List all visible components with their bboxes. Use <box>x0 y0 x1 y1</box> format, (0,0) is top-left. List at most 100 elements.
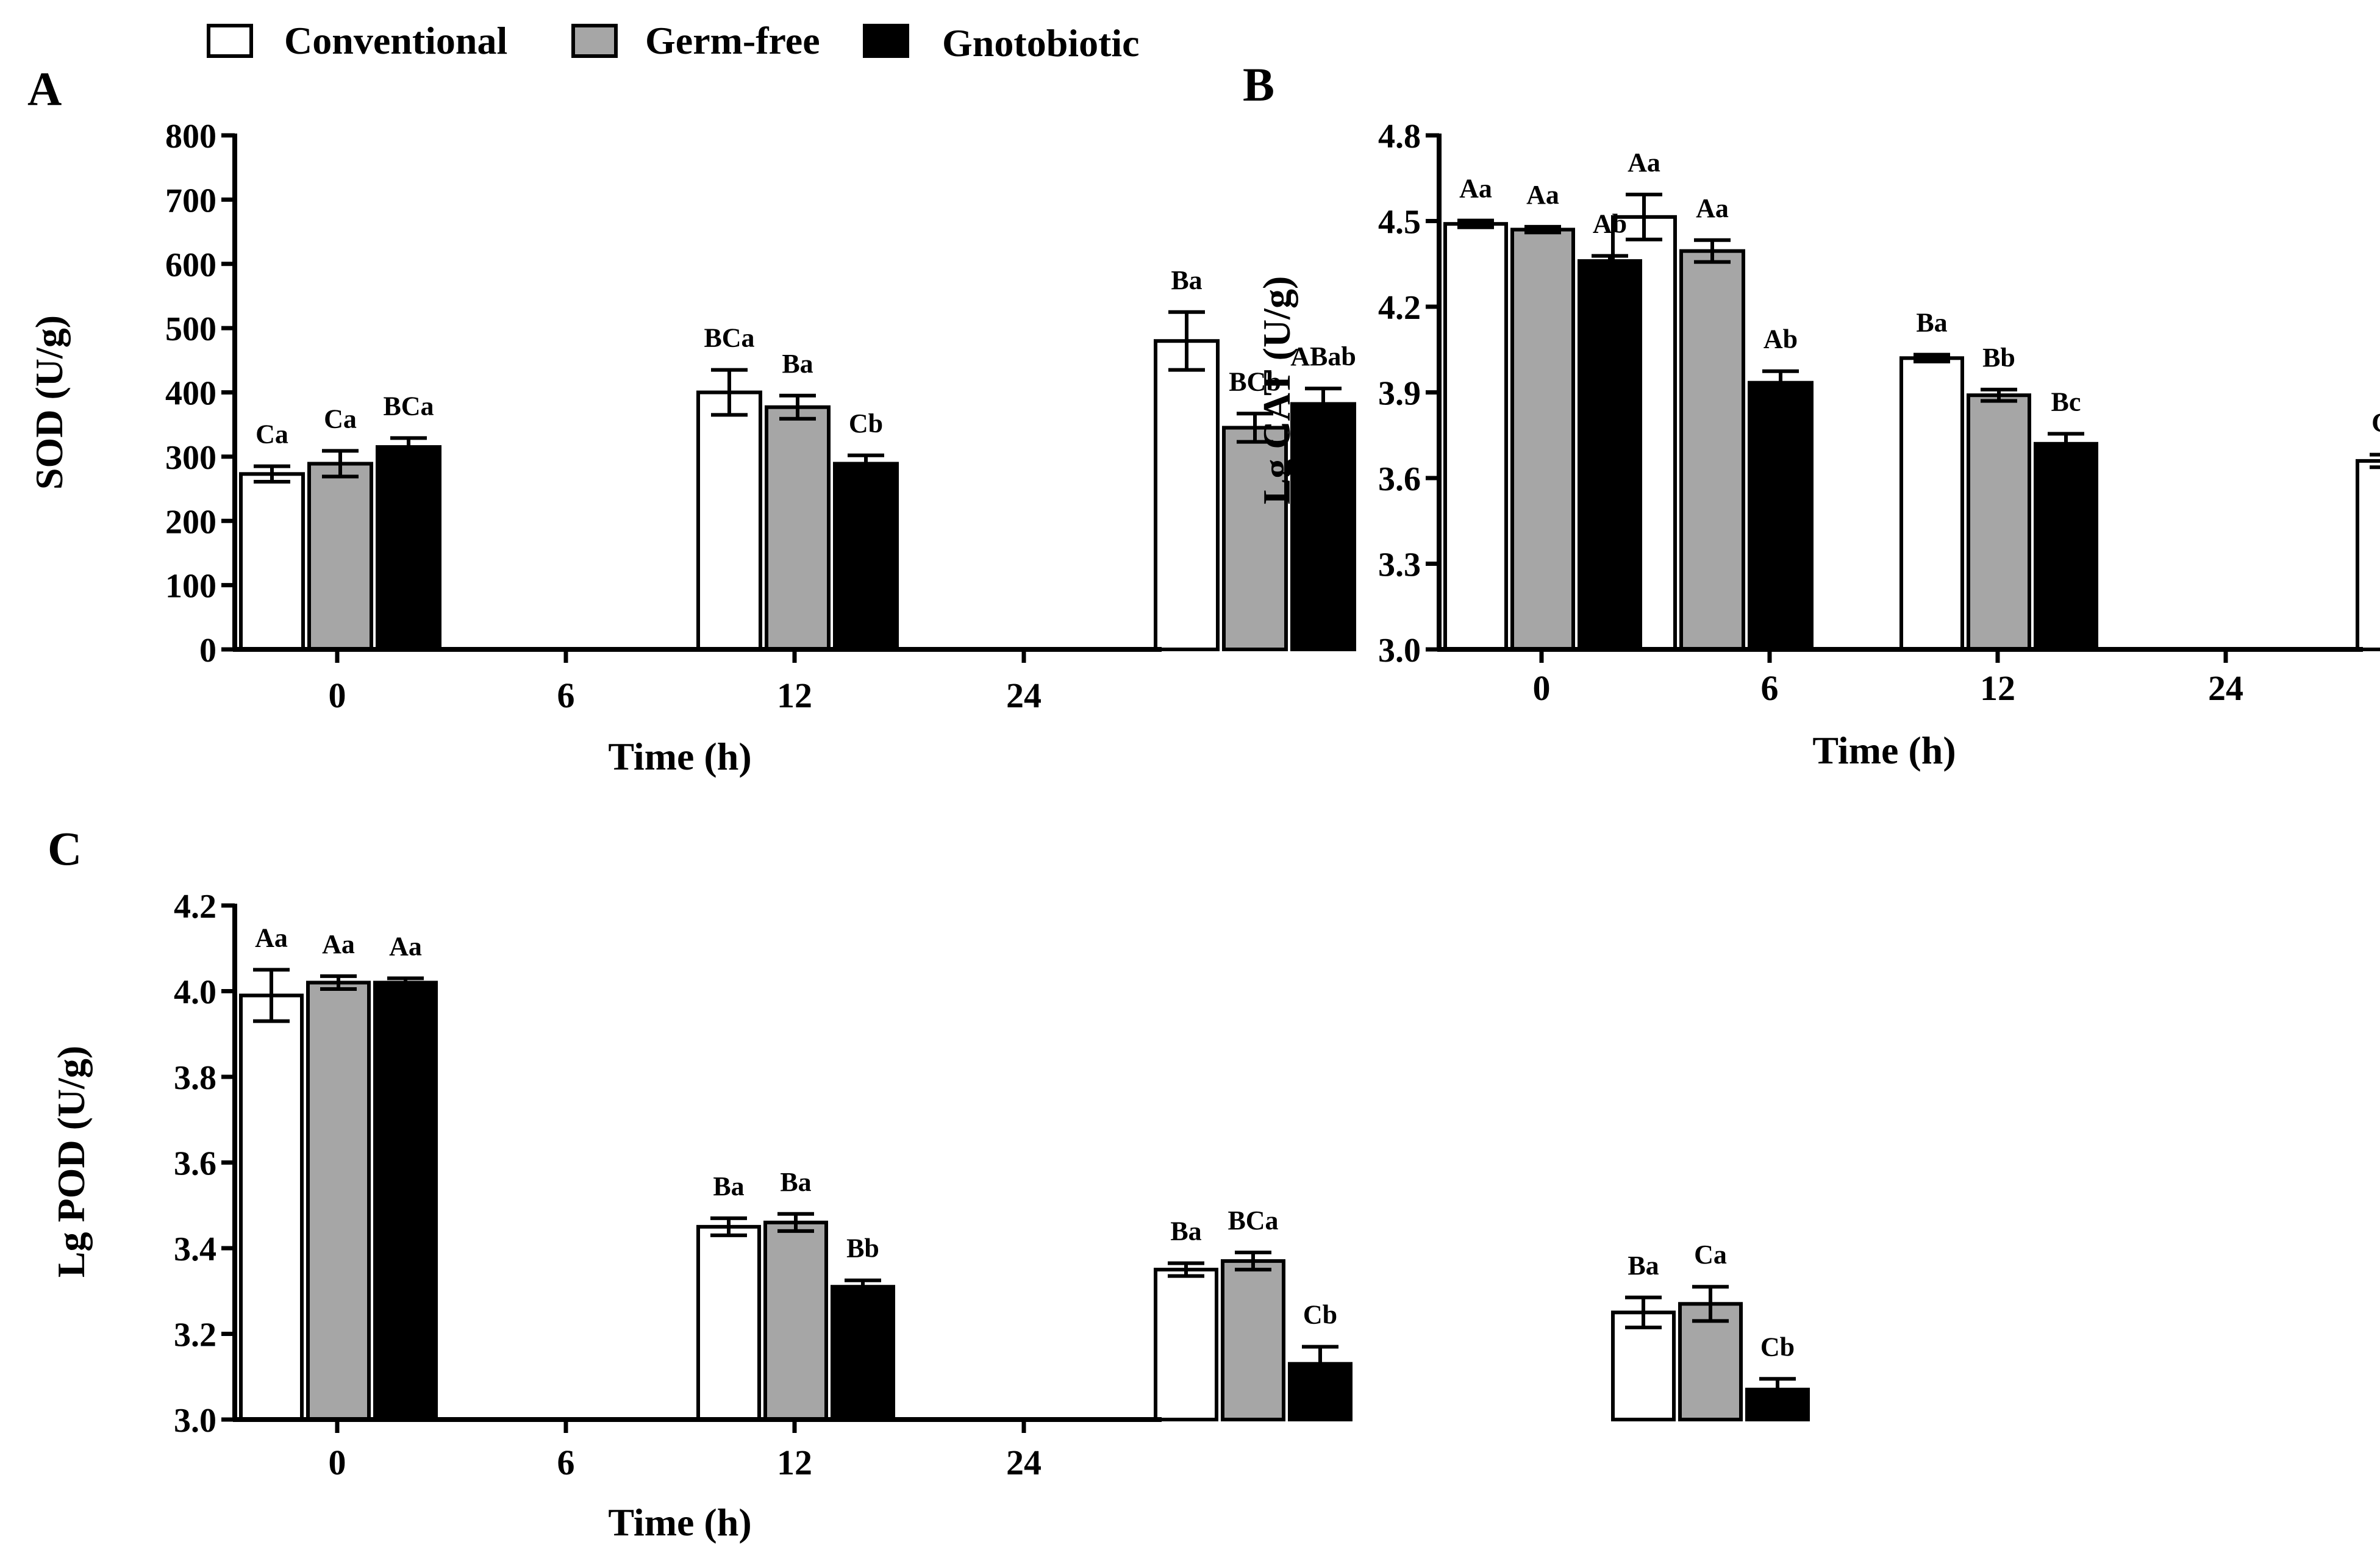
y-tick-label: 3.0 <box>174 1402 216 1440</box>
bar <box>1290 402 1356 652</box>
bar <box>1899 356 1964 651</box>
significance-label: Ba <box>780 1167 811 1197</box>
significance-label: Ca <box>1694 1240 1727 1270</box>
x-tick-label: 0 <box>1533 668 1551 708</box>
y-axis-title: SOD (U/g) <box>27 315 71 490</box>
bar <box>1443 222 1508 651</box>
y-tick-label: 700 <box>165 182 216 220</box>
significance-label: BCb <box>1229 366 1281 396</box>
y-tick-label: 3.9 <box>1378 375 1421 413</box>
bar <box>1611 1310 1676 1421</box>
bar <box>239 993 304 1421</box>
x-tick-label: 0 <box>329 1443 346 1482</box>
bar <box>1221 1259 1285 1421</box>
significance-label: Ab <box>1593 209 1627 239</box>
x-tick-label: 6 <box>557 1443 575 1482</box>
bar <box>1745 1387 1810 1421</box>
legend-swatch-germ-free <box>571 24 618 58</box>
significance-label: Ba <box>1628 1251 1659 1281</box>
y-axis-title: Lg CAT (U/g) <box>1255 276 1298 505</box>
legend-label-germ-free: Germ-free <box>645 19 820 62</box>
significance-label: ABab <box>1290 341 1356 371</box>
significance-label: Cb <box>1303 1300 1337 1330</box>
significance-label: Bb <box>1982 343 2015 373</box>
bar <box>2034 441 2098 651</box>
x-tick-label: 12 <box>777 676 812 715</box>
y-tick-label: 800 <box>165 118 216 155</box>
legend-label-gnotobiotic: Gnotobiotic <box>942 21 1140 65</box>
y-tick-label: 0 <box>199 632 216 670</box>
x-axis-title: Time (h) <box>608 1501 751 1544</box>
x-tick-label: 12 <box>777 1443 812 1482</box>
y-tick-label: 3.6 <box>174 1145 216 1183</box>
bar <box>1679 249 1745 651</box>
y-tick-label: 3.4 <box>174 1231 216 1268</box>
x-tick-label: 24 <box>2208 668 2243 708</box>
significance-label: Aa <box>322 929 355 959</box>
bar <box>763 1220 828 1421</box>
bar <box>1154 339 1220 651</box>
legend-label-conventional: Conventional <box>284 19 507 62</box>
y-tick-label: 100 <box>165 568 216 605</box>
bar <box>1678 1302 1743 1421</box>
y-tick-label: 4.2 <box>1378 289 1421 327</box>
significance-label: Ba <box>1171 265 1202 295</box>
y-tick-label: 500 <box>165 310 216 348</box>
x-tick-label: 6 <box>1761 668 1779 708</box>
y-tick-label: 4.5 <box>1378 204 1421 241</box>
legend-swatch-conventional <box>207 24 253 58</box>
significance-label: Bb <box>846 1234 879 1263</box>
bar <box>2356 459 2380 652</box>
bar <box>1222 426 1288 651</box>
y-tick-label: 4.8 <box>1378 118 1421 155</box>
significance-label: Aa <box>1526 180 1559 210</box>
x-axis-title: Time (h) <box>608 735 751 778</box>
y-axis-title: Lg POD (U/g) <box>49 1046 93 1277</box>
y-tick-label: 3.6 <box>1378 460 1421 498</box>
significance-label: Ab <box>1764 324 1798 354</box>
x-axis-title: Time (h) <box>1812 729 1956 772</box>
y-tick-label: 3.3 <box>1378 546 1421 584</box>
significance-label: Bc <box>2051 387 2081 416</box>
y-tick-label: 400 <box>165 375 216 413</box>
significance-label: Cb <box>1760 1332 1795 1362</box>
significance-label: Cb <box>849 409 883 438</box>
y-tick-label: 600 <box>165 246 216 284</box>
x-tick-label: 24 <box>1006 1443 1042 1482</box>
y-tick-label: 200 <box>165 503 216 541</box>
y-tick-label: 3.8 <box>174 1059 216 1097</box>
x-tick-label: 12 <box>1980 668 2015 708</box>
bar <box>696 390 762 651</box>
y-tick-label: 3.0 <box>1378 632 1421 670</box>
significance-label: BCa <box>383 391 434 421</box>
panel-letter-b: B <box>1243 58 1274 111</box>
significance-label: Aa <box>255 923 288 952</box>
bar <box>765 405 831 652</box>
significance-label: Aa <box>1696 193 1729 223</box>
legend-swatch-gnotobiotic <box>863 24 909 58</box>
significance-label: Ba <box>1170 1216 1201 1246</box>
y-tick-label: 4.2 <box>174 888 216 926</box>
bar <box>307 462 373 651</box>
x-tick-label: 0 <box>329 676 346 715</box>
bar <box>1578 259 1642 652</box>
bar <box>373 981 438 1421</box>
y-tick-label: 300 <box>165 439 216 477</box>
chart-panel-a: Ca BCa Ba Aa Ca Ba BCb Aa BCa Cb ABab Ab 0 100 200 300 4… <box>27 118 1814 778</box>
significance-label: BCa <box>704 323 754 353</box>
bar <box>1510 227 1575 651</box>
y-tick-label: 3.2 <box>174 1316 216 1354</box>
significance-label: Ca <box>324 404 357 434</box>
panel-letter-a: A <box>27 62 62 115</box>
bar <box>306 981 371 1421</box>
bar <box>239 472 305 651</box>
bar <box>833 462 899 651</box>
bar <box>1748 380 1814 651</box>
legend: Conventional Germ-free Gnotobiotic <box>207 19 1140 65</box>
y-tick-label: 4.0 <box>174 974 216 1012</box>
bar <box>831 1285 895 1422</box>
significance-label: Ca <box>256 420 288 449</box>
bar <box>1154 1268 1218 1421</box>
x-tick-label: 24 <box>1006 676 1042 715</box>
